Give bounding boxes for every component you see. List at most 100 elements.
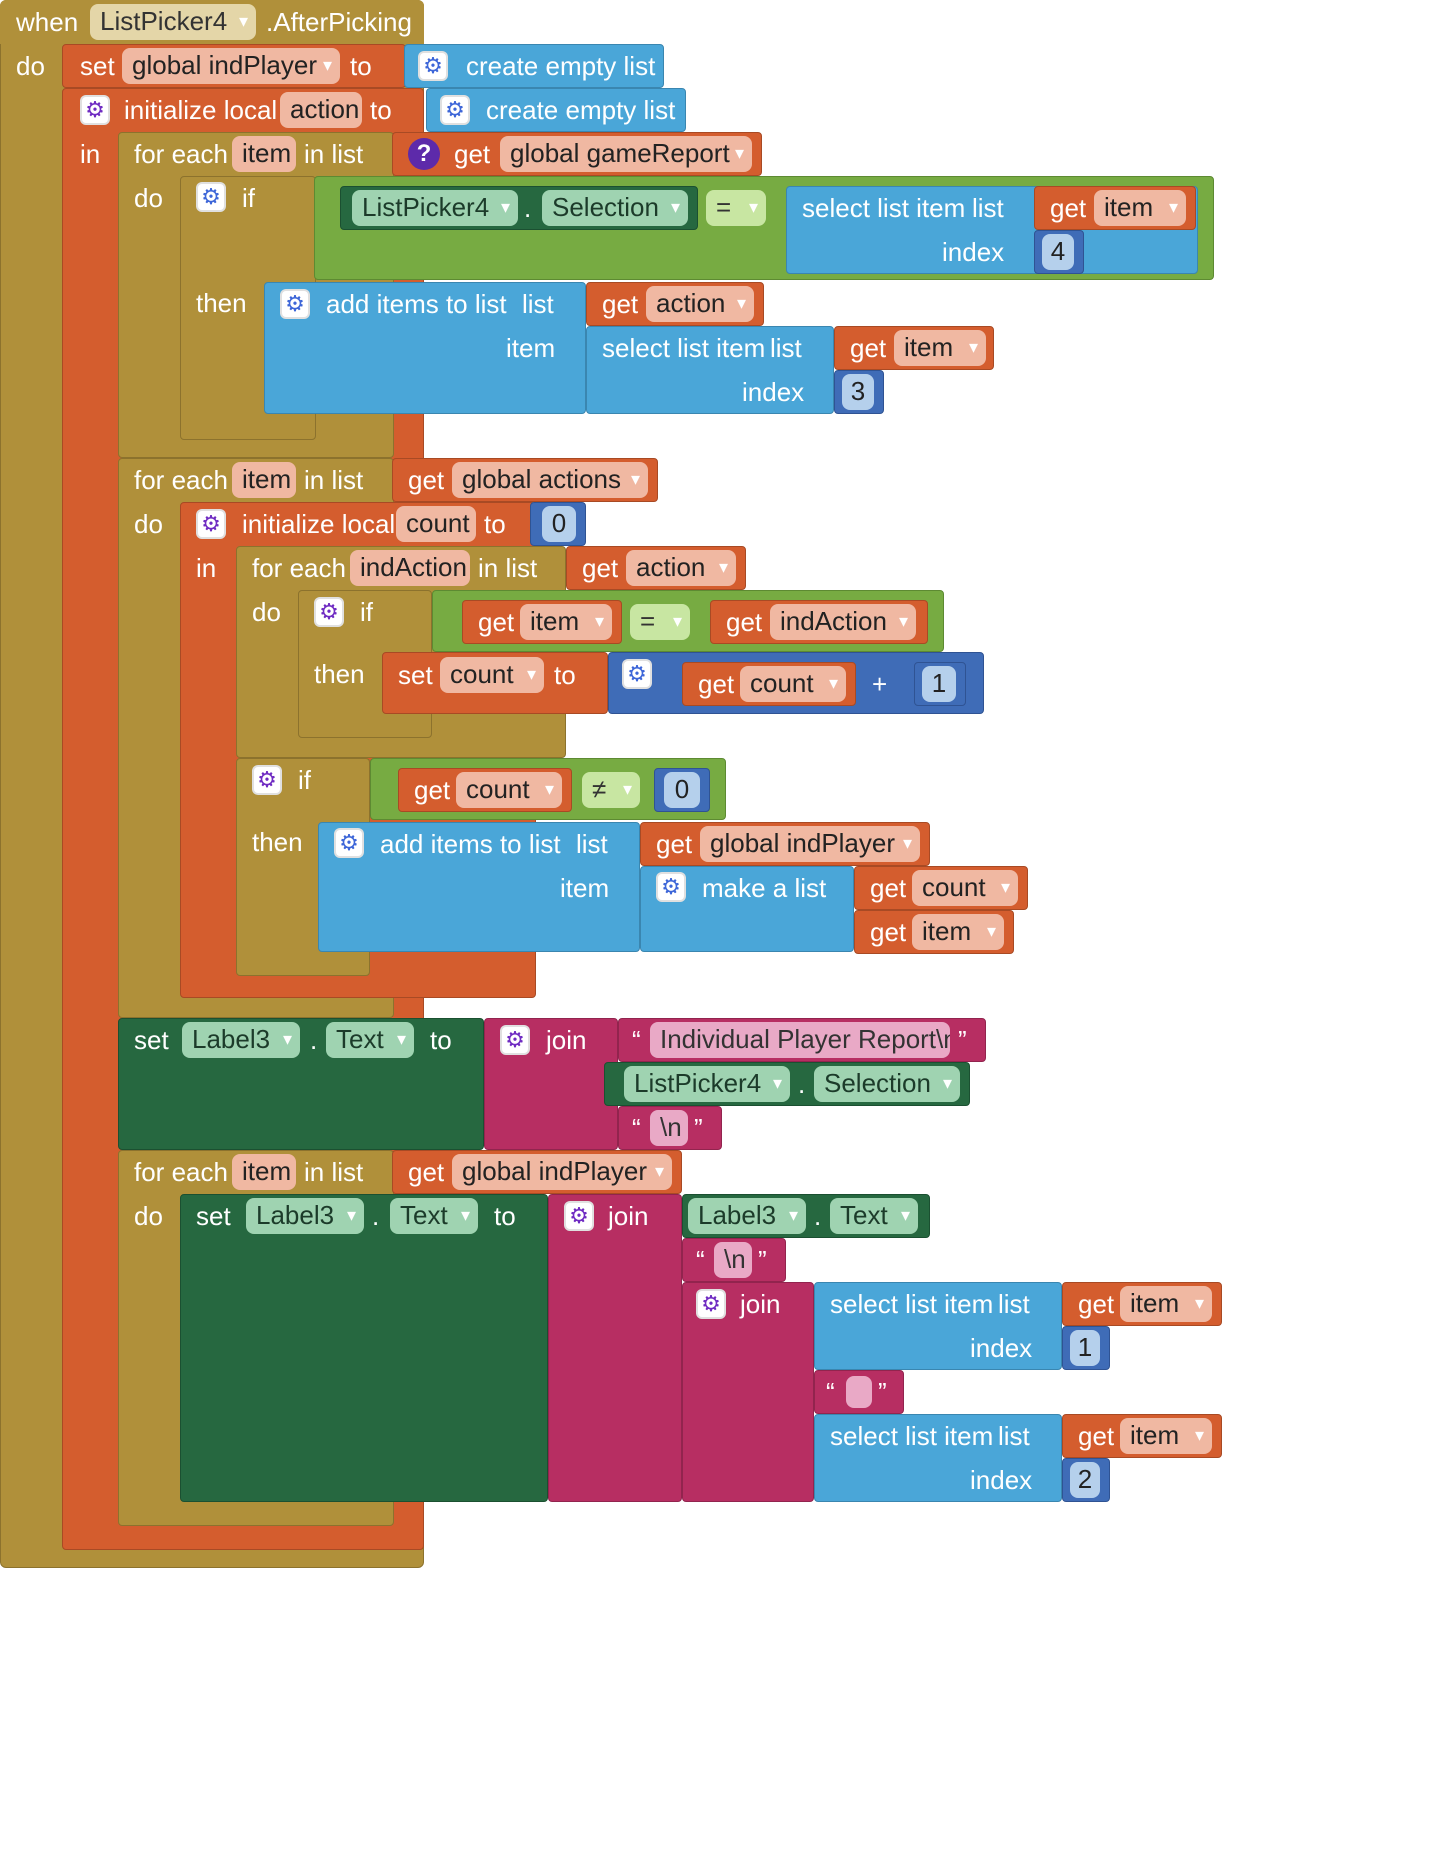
get-action-dropdown[interactable]: action	[626, 550, 736, 586]
number-field[interactable]: 1	[922, 666, 956, 702]
mutator-gear-icon[interactable]: ⚙	[622, 659, 652, 689]
get-item-dropdown[interactable]: item	[520, 604, 612, 640]
join-keyword: join	[608, 1201, 649, 1231]
component-dropdown[interactable]: Label3	[182, 1022, 300, 1058]
set-label3-text-block[interactable]	[180, 1194, 548, 1502]
mutator-gear-icon[interactable]: ⚙	[252, 765, 282, 795]
join-block[interactable]	[548, 1194, 682, 1502]
select-list-item-block-3[interactable]	[814, 1282, 1062, 1370]
loop-var-name-field[interactable]: item	[232, 462, 296, 498]
mutator-gear-icon[interactable]: ⚙	[196, 182, 226, 212]
add-items-to-indplayer-block[interactable]	[318, 822, 640, 952]
get-item-dropdown[interactable]: item	[912, 914, 1004, 950]
get-count-dropdown[interactable]: count	[740, 666, 846, 702]
get-item-dropdown[interactable]: item	[894, 330, 986, 366]
in-list-keyword: in list	[304, 1157, 364, 1187]
get-item-dropdown[interactable]: item	[1094, 190, 1186, 226]
mutator-gear-icon[interactable]: ⚙	[418, 51, 448, 81]
select-list-item-block-2[interactable]	[586, 326, 834, 414]
set-count-dropdown[interactable]: count	[440, 657, 544, 693]
init-local-keyword: initialize local	[124, 95, 278, 125]
property-dropdown[interactable]: Text	[830, 1198, 918, 1234]
mutator-gear-icon[interactable]: ⚙	[334, 828, 364, 858]
if-keyword: if	[298, 765, 311, 795]
in-list-keyword: in list	[478, 553, 538, 583]
get-keyword: get	[1078, 1289, 1115, 1319]
get-item-dropdown[interactable]: item	[1120, 1286, 1212, 1322]
event-component-dropdown[interactable]: ListPicker4	[90, 4, 256, 40]
add-items-to-action-block[interactable]	[264, 282, 586, 414]
component-dropdown[interactable]: Label3	[246, 1198, 364, 1234]
help-icon[interactable]: ?	[408, 138, 440, 170]
select-list-item-block-4[interactable]	[814, 1414, 1062, 1502]
quote-open: “	[696, 1245, 705, 1275]
compare-operator-dropdown[interactable]: =	[706, 190, 766, 226]
property-dropdown[interactable]: Selection	[814, 1066, 960, 1102]
property-dropdown[interactable]: Text	[390, 1198, 478, 1234]
get-keyword: get	[726, 607, 763, 637]
component-dropdown[interactable]: ListPicker4	[352, 190, 518, 226]
component-dropdown[interactable]: ListPicker4	[624, 1066, 790, 1102]
get-count-dropdown[interactable]: count	[456, 772, 562, 808]
mutator-gear-icon[interactable]: ⚙	[196, 509, 226, 539]
make-a-list-keyword: make a list	[702, 873, 827, 903]
number-field[interactable]: 3	[842, 374, 874, 410]
get-gamereport-dropdown[interactable]: global gameReport	[500, 136, 752, 172]
set-label3-text-block[interactable]	[118, 1018, 484, 1150]
quote-close: ”	[958, 1025, 967, 1055]
number-field[interactable]: 4	[1042, 234, 1074, 270]
if-keyword: if	[242, 183, 255, 213]
number-field[interactable]: 2	[1070, 1462, 1100, 1498]
compare-operator-dropdown[interactable]: ≠	[582, 772, 640, 808]
loop-var-name-field[interactable]: indAction	[350, 550, 470, 586]
then-keyword: then	[314, 659, 365, 689]
number-field[interactable]: 0	[542, 506, 576, 542]
select-list-item-keyword: select list item	[830, 1421, 994, 1451]
init-in-keyword: in	[196, 553, 217, 583]
get-actions-dropdown[interactable]: global actions	[452, 462, 648, 498]
mutator-gear-icon[interactable]: ⚙	[564, 1201, 594, 1231]
mutator-gear-icon[interactable]: ⚙	[314, 597, 344, 627]
list-socket-label: list	[998, 1421, 1030, 1451]
local-var-name-field[interactable]: count	[396, 506, 476, 542]
mutator-gear-icon[interactable]: ⚙	[656, 872, 686, 902]
mutator-gear-icon[interactable]: ⚙	[280, 289, 310, 319]
get-count-dropdown[interactable]: count	[912, 870, 1018, 906]
then-keyword: then	[196, 288, 247, 318]
set-to-keyword: to	[494, 1201, 516, 1231]
text-field[interactable]	[846, 1376, 872, 1408]
get-keyword: get	[414, 775, 451, 805]
mutator-gear-icon[interactable]: ⚙	[80, 95, 110, 125]
property-dropdown[interactable]: Selection	[542, 190, 688, 226]
select-list-item-block-1[interactable]	[786, 186, 1198, 274]
index-socket-label: index	[970, 1465, 1033, 1495]
get-indaction-dropdown[interactable]: indAction	[770, 604, 916, 640]
get-indplayer-dropdown[interactable]: global indPlayer	[452, 1154, 672, 1190]
property-dropdown[interactable]: Text	[326, 1022, 414, 1058]
mutator-gear-icon[interactable]: ⚙	[500, 1025, 530, 1055]
text-field[interactable]: \n	[650, 1110, 688, 1146]
get-indplayer-dropdown[interactable]: global indPlayer	[700, 826, 920, 862]
for-each-keyword: for each	[134, 465, 228, 495]
set-indplayer-variable-dropdown[interactable]: global indPlayer	[122, 48, 340, 84]
join-keyword: join	[740, 1289, 781, 1319]
component-dropdown[interactable]: Label3	[688, 1198, 806, 1234]
number-field[interactable]: 1	[1070, 1330, 1100, 1366]
loop-var-name-field[interactable]: item	[232, 1154, 296, 1190]
mutator-gear-icon[interactable]: ⚙	[696, 1289, 726, 1319]
mutator-gear-icon[interactable]: ⚙	[440, 95, 470, 125]
in-list-keyword: in list	[304, 139, 364, 169]
compare-operator-dropdown[interactable]: =	[630, 604, 690, 640]
number-field[interactable]: 0	[664, 772, 700, 808]
text-field[interactable]: Individual Player Report\n	[650, 1022, 950, 1058]
select-list-item-keyword: select list item	[830, 1289, 994, 1319]
set-keyword: set	[398, 660, 433, 690]
text-field[interactable]: \n	[714, 1242, 752, 1278]
loop-var-name-field[interactable]: item	[232, 136, 296, 172]
get-action-dropdown[interactable]: action	[646, 286, 754, 322]
local-var-name-field[interactable]: action	[280, 92, 362, 128]
item-socket-label: item	[506, 333, 556, 363]
init-to-keyword: to	[370, 95, 392, 125]
get-item-dropdown[interactable]: item	[1120, 1418, 1212, 1454]
